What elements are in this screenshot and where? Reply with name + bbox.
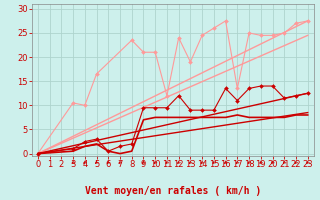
Text: Vent moyen/en rafales ( km/h ): Vent moyen/en rafales ( km/h ) xyxy=(85,186,261,196)
